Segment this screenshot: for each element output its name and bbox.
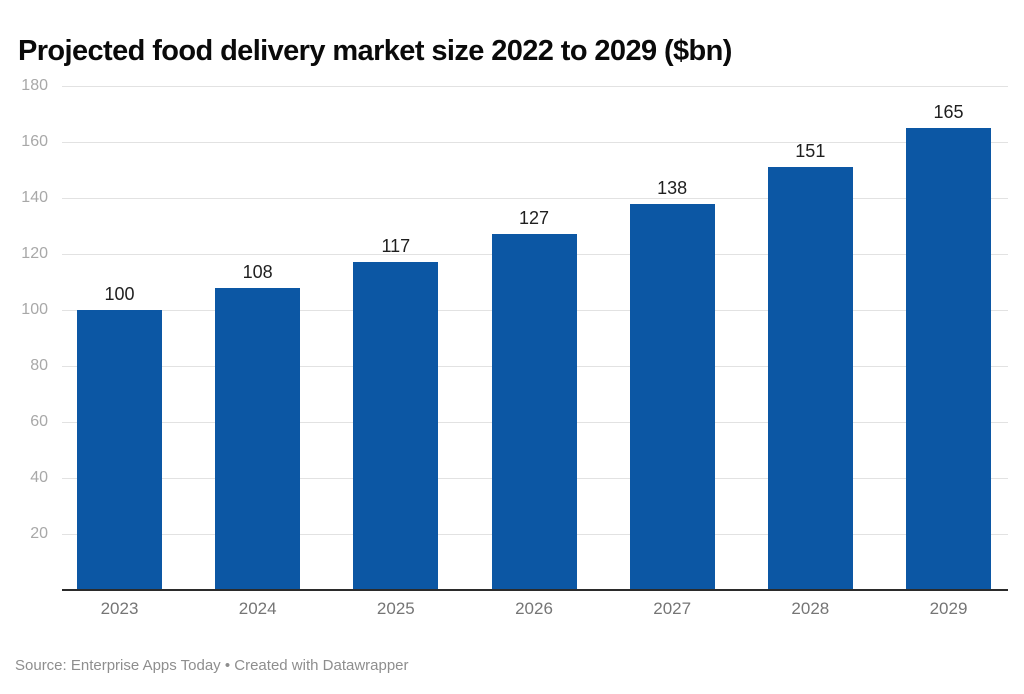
source-attribution: Source: Enterprise Apps Today • Created … [15, 657, 409, 674]
y-axis-tick-label: 140 [21, 189, 48, 206]
x-axis-label-2026: 2026 [515, 599, 553, 618]
x-axis-label-2024: 2024 [238, 599, 277, 618]
x-axis-label-2028: 2028 [791, 599, 830, 618]
bar-value-label-2023: 100 [104, 284, 135, 304]
gridline [62, 141, 1008, 143]
x-axis-baseline [62, 589, 1008, 591]
bar-2029 [906, 128, 991, 590]
bar-value-label-2026: 127 [518, 208, 550, 229]
x-axis-label-2027: 2027 [653, 599, 692, 618]
bar-value-label-2025: 117 [381, 236, 411, 257]
y-axis-tick-label: 20 [30, 525, 48, 542]
x-axis-label-2023: 2023 [100, 599, 139, 618]
bar-value-label-2028: 151 [795, 141, 826, 162]
bar-2025 [353, 262, 439, 590]
y-axis-tick-label: 160 [21, 133, 48, 150]
y-axis-tick-label: 80 [30, 357, 48, 374]
bar-value-label-2029: 165 [933, 102, 964, 122]
gridline [62, 197, 1008, 199]
gridline [62, 85, 1008, 87]
x-axis-label-2025: 2025 [376, 599, 415, 618]
bar-2024 [215, 287, 301, 590]
y-axis-tick-label: 40 [30, 469, 48, 486]
bar-2027 [629, 203, 715, 590]
y-axis-tick-label: 180 [21, 77, 48, 94]
bar-2028 [767, 167, 853, 590]
bar-value-label-2024: 108 [242, 261, 273, 282]
y-axis-tick-label: 120 [21, 245, 48, 262]
x-axis-label-2029: 2029 [929, 599, 968, 618]
chart-title: Projected food delivery market size 2022… [18, 35, 732, 68]
bar-2026 [491, 234, 577, 590]
bar-value-label-2027: 138 [657, 177, 688, 198]
y-axis-tick-label: 60 [30, 413, 48, 430]
bar-2023 [77, 310, 162, 590]
y-axis-tick-label: 100 [21, 301, 48, 318]
